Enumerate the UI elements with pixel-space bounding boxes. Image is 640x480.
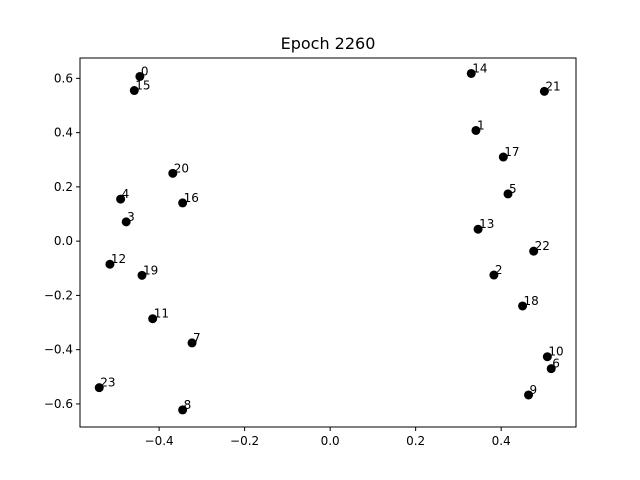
point-label: 20: [174, 161, 189, 175]
data-point: [471, 125, 481, 135]
data-point: [542, 352, 552, 362]
point-label: 0: [141, 64, 149, 78]
data-point: [503, 189, 513, 199]
data-point: [529, 246, 539, 256]
y-tick-label: 0.4: [54, 126, 73, 140]
axes: −0.4 −0.2 0.0 0.2 0.4 −0.6 −0.4 −0.2 0.0 0.2 0.4 0.…: [44, 71, 511, 448]
point-label: 21: [545, 79, 560, 93]
y-tick-label: −0.4: [44, 343, 73, 357]
point-label: 6: [552, 357, 560, 371]
data-point: [168, 168, 178, 178]
x-tick-label: 0.0: [321, 434, 340, 448]
x-tick-label: 0.4: [492, 434, 511, 448]
point-label: 12: [111, 252, 126, 266]
point-label: 19: [143, 263, 158, 277]
point-label: 7: [193, 331, 201, 345]
data-point: [178, 198, 188, 208]
data-point: [148, 314, 158, 324]
data-point: [539, 86, 549, 96]
point-label: 9: [530, 383, 538, 397]
data-point: [129, 86, 139, 96]
x-tick-label: −0.4: [145, 434, 174, 448]
point-label: 22: [535, 239, 550, 253]
point-label: 13: [479, 217, 494, 231]
data-point: [489, 270, 499, 280]
data-point: [518, 301, 528, 311]
y-tick-label: 0.0: [54, 234, 73, 248]
y-tick-label: 0.6: [54, 71, 73, 85]
x-tick-label: 0.2: [406, 434, 425, 448]
y-tick-label: −0.2: [44, 288, 73, 302]
point-label: 4: [122, 187, 130, 201]
chart-title: Epoch 2260: [281, 34, 376, 53]
point-label: 14: [472, 61, 487, 75]
plot-frame: [79, 57, 577, 428]
data-point: [498, 152, 508, 162]
data-point: [466, 68, 476, 78]
y-tick-label: −0.6: [44, 397, 73, 411]
data-point: [178, 405, 188, 415]
y-tick-label: 0.2: [54, 180, 73, 194]
point-label: 16: [184, 191, 199, 205]
point-label: 5: [509, 182, 517, 196]
point-label: 18: [524, 294, 539, 308]
data-point: [121, 217, 131, 227]
point-label: 10: [548, 345, 563, 359]
point-label: 15: [135, 79, 150, 93]
point-label: 3: [127, 210, 135, 224]
point-label: 11: [154, 307, 169, 321]
data-point: [135, 71, 145, 81]
data-point: [187, 338, 197, 348]
point-label: 1: [477, 118, 485, 132]
point-label: 8: [184, 398, 192, 412]
point-label: 17: [504, 145, 519, 159]
x-tick-label: −0.2: [230, 434, 259, 448]
data-point: [105, 259, 115, 269]
data-point: [94, 383, 104, 393]
data-point: [137, 270, 147, 280]
data-point: [546, 364, 556, 374]
data-point: [116, 194, 126, 204]
point-label: 2: [495, 263, 503, 277]
data-point: [473, 224, 483, 234]
point-label: 23: [100, 376, 115, 390]
data-point: [524, 390, 534, 400]
